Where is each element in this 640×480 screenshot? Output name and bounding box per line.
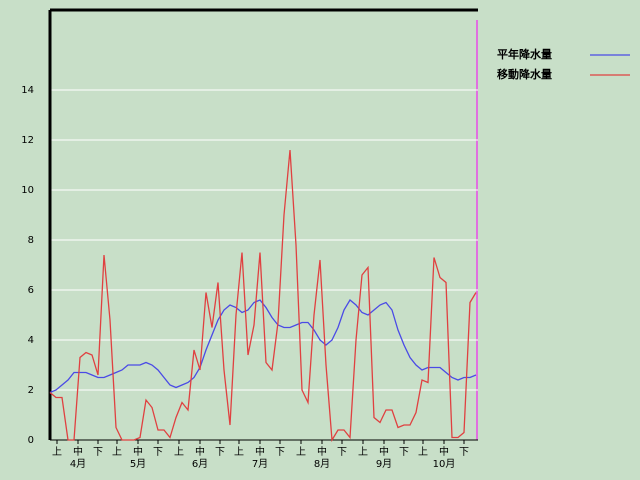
x-tick-label: 上 <box>112 446 122 458</box>
x-tick-label: 下 <box>93 447 103 458</box>
x-tick-label: 下 <box>275 447 285 458</box>
x-tick-label: 上 <box>296 446 306 458</box>
month-label: 10月 <box>433 458 456 470</box>
x-tick-label: 下 <box>399 447 409 458</box>
x-tick-label: 中 <box>439 445 449 458</box>
legend-label: 移動降水量 <box>497 67 552 81</box>
x-tick-label: 下 <box>337 447 347 458</box>
month-label: 5月 <box>130 458 146 470</box>
y-tick-label: 14 <box>21 85 34 96</box>
x-tick-label: 上 <box>418 446 428 458</box>
y-tick-label: 2 <box>28 385 34 396</box>
y-tick-label: 6 <box>28 285 34 296</box>
y-tick-label: 10 <box>21 185 34 196</box>
y-tick-label: 8 <box>28 235 34 246</box>
x-tick-label: 上 <box>358 446 368 458</box>
x-tick-label: 中 <box>255 445 265 458</box>
y-tick-label: 12 <box>21 135 34 146</box>
x-tick-label: 中 <box>133 445 143 458</box>
x-tick-label: 中 <box>379 445 389 458</box>
x-tick-label: 上 <box>52 446 62 458</box>
x-tick-label: 中 <box>317 445 327 458</box>
month-label: 4月 <box>70 458 86 470</box>
series-line <box>49 149 477 443</box>
x-tick-label: 上 <box>174 446 184 458</box>
x-tick-label: 中 <box>73 445 83 458</box>
x-tick-label: 下 <box>153 447 163 458</box>
month-label: 6月 <box>192 458 208 470</box>
x-tick-label: 下 <box>215 447 225 458</box>
y-tick-label: 4 <box>28 335 34 346</box>
x-tick-label: 中 <box>195 445 205 458</box>
x-tick-label: 上 <box>234 446 244 458</box>
month-label: 7月 <box>252 458 268 470</box>
x-tick-label: 下 <box>459 447 469 458</box>
y-tick-label: 0 <box>28 435 34 446</box>
month-label: 8月 <box>314 458 330 470</box>
month-label: 9月 <box>376 458 392 470</box>
legend-label: 平年降水量 <box>497 47 552 61</box>
